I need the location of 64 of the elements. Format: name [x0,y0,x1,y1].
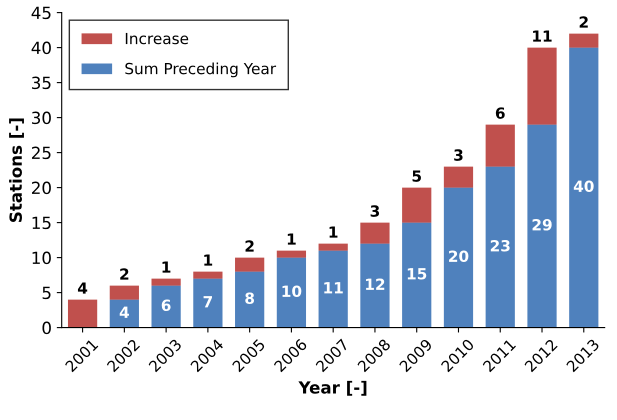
bar [193,272,222,279]
y-axis-title: Stations [-] [9,118,24,222]
bar [235,258,264,272]
y-tick-label: 15 [32,216,51,230]
data-label: 3 [454,149,463,161]
data-label: 2 [120,268,128,280]
y-tick-label: 20 [32,182,51,194]
bar [360,222,390,244]
legend-label: Sum Preceding Year [125,62,276,78]
data-label: 40 [574,180,594,192]
data-label: 4 [120,306,129,318]
y-tick-label: 35 [32,76,51,90]
bar [360,244,390,328]
bar [318,244,348,251]
data-label: 4 [78,282,88,294]
y-tick-label: 40 [32,42,51,54]
bar [486,166,515,328]
bar [276,258,306,328]
y-tick-label: 0 [42,322,51,334]
y-tick-label: 10 [32,252,51,264]
data-label: 5 [412,170,421,182]
data-label: 1 [330,226,338,238]
bar [402,222,432,328]
data-label: 23 [490,240,510,252]
data-label: 2 [246,240,254,252]
y-tick-label: 30 [32,112,51,124]
bar [110,286,139,300]
bar [444,188,474,328]
bar [193,278,222,328]
bar [235,272,264,328]
bar [527,124,557,328]
bar [444,166,474,188]
data-label: 20 [449,250,468,262]
bar [276,250,306,258]
legend-label: Increase [126,32,188,44]
data-label: 7 [204,296,212,308]
bar [486,124,515,167]
data-label: 8 [245,292,254,304]
y-tick-label: 45 [32,6,51,20]
data-label: 1 [288,234,296,245]
bar [151,278,181,286]
data-label: 12 [366,278,384,290]
data-label: 6 [496,107,505,119]
data-label: 15 [408,268,426,280]
bar [318,250,348,328]
data-label: 10 [282,285,302,298]
bar [569,34,598,48]
bar [151,286,181,328]
bar [68,300,98,328]
data-label: 29 [532,218,552,231]
bar [527,48,557,125]
data-label: 11 [324,282,343,294]
data-label: 6 [162,299,171,312]
data-label: 2 [580,16,588,28]
bar [110,300,139,328]
data-label: 1 [162,262,170,273]
y-tick-label: 5 [42,286,51,300]
data-label: 1 [204,254,212,266]
data-label: 3 [370,205,380,217]
bar [402,188,432,223]
data-label: 11 [533,30,552,42]
x-axis-title: Year [-] [298,380,366,396]
bar [569,48,598,328]
y-tick-label: 25 [32,146,51,160]
